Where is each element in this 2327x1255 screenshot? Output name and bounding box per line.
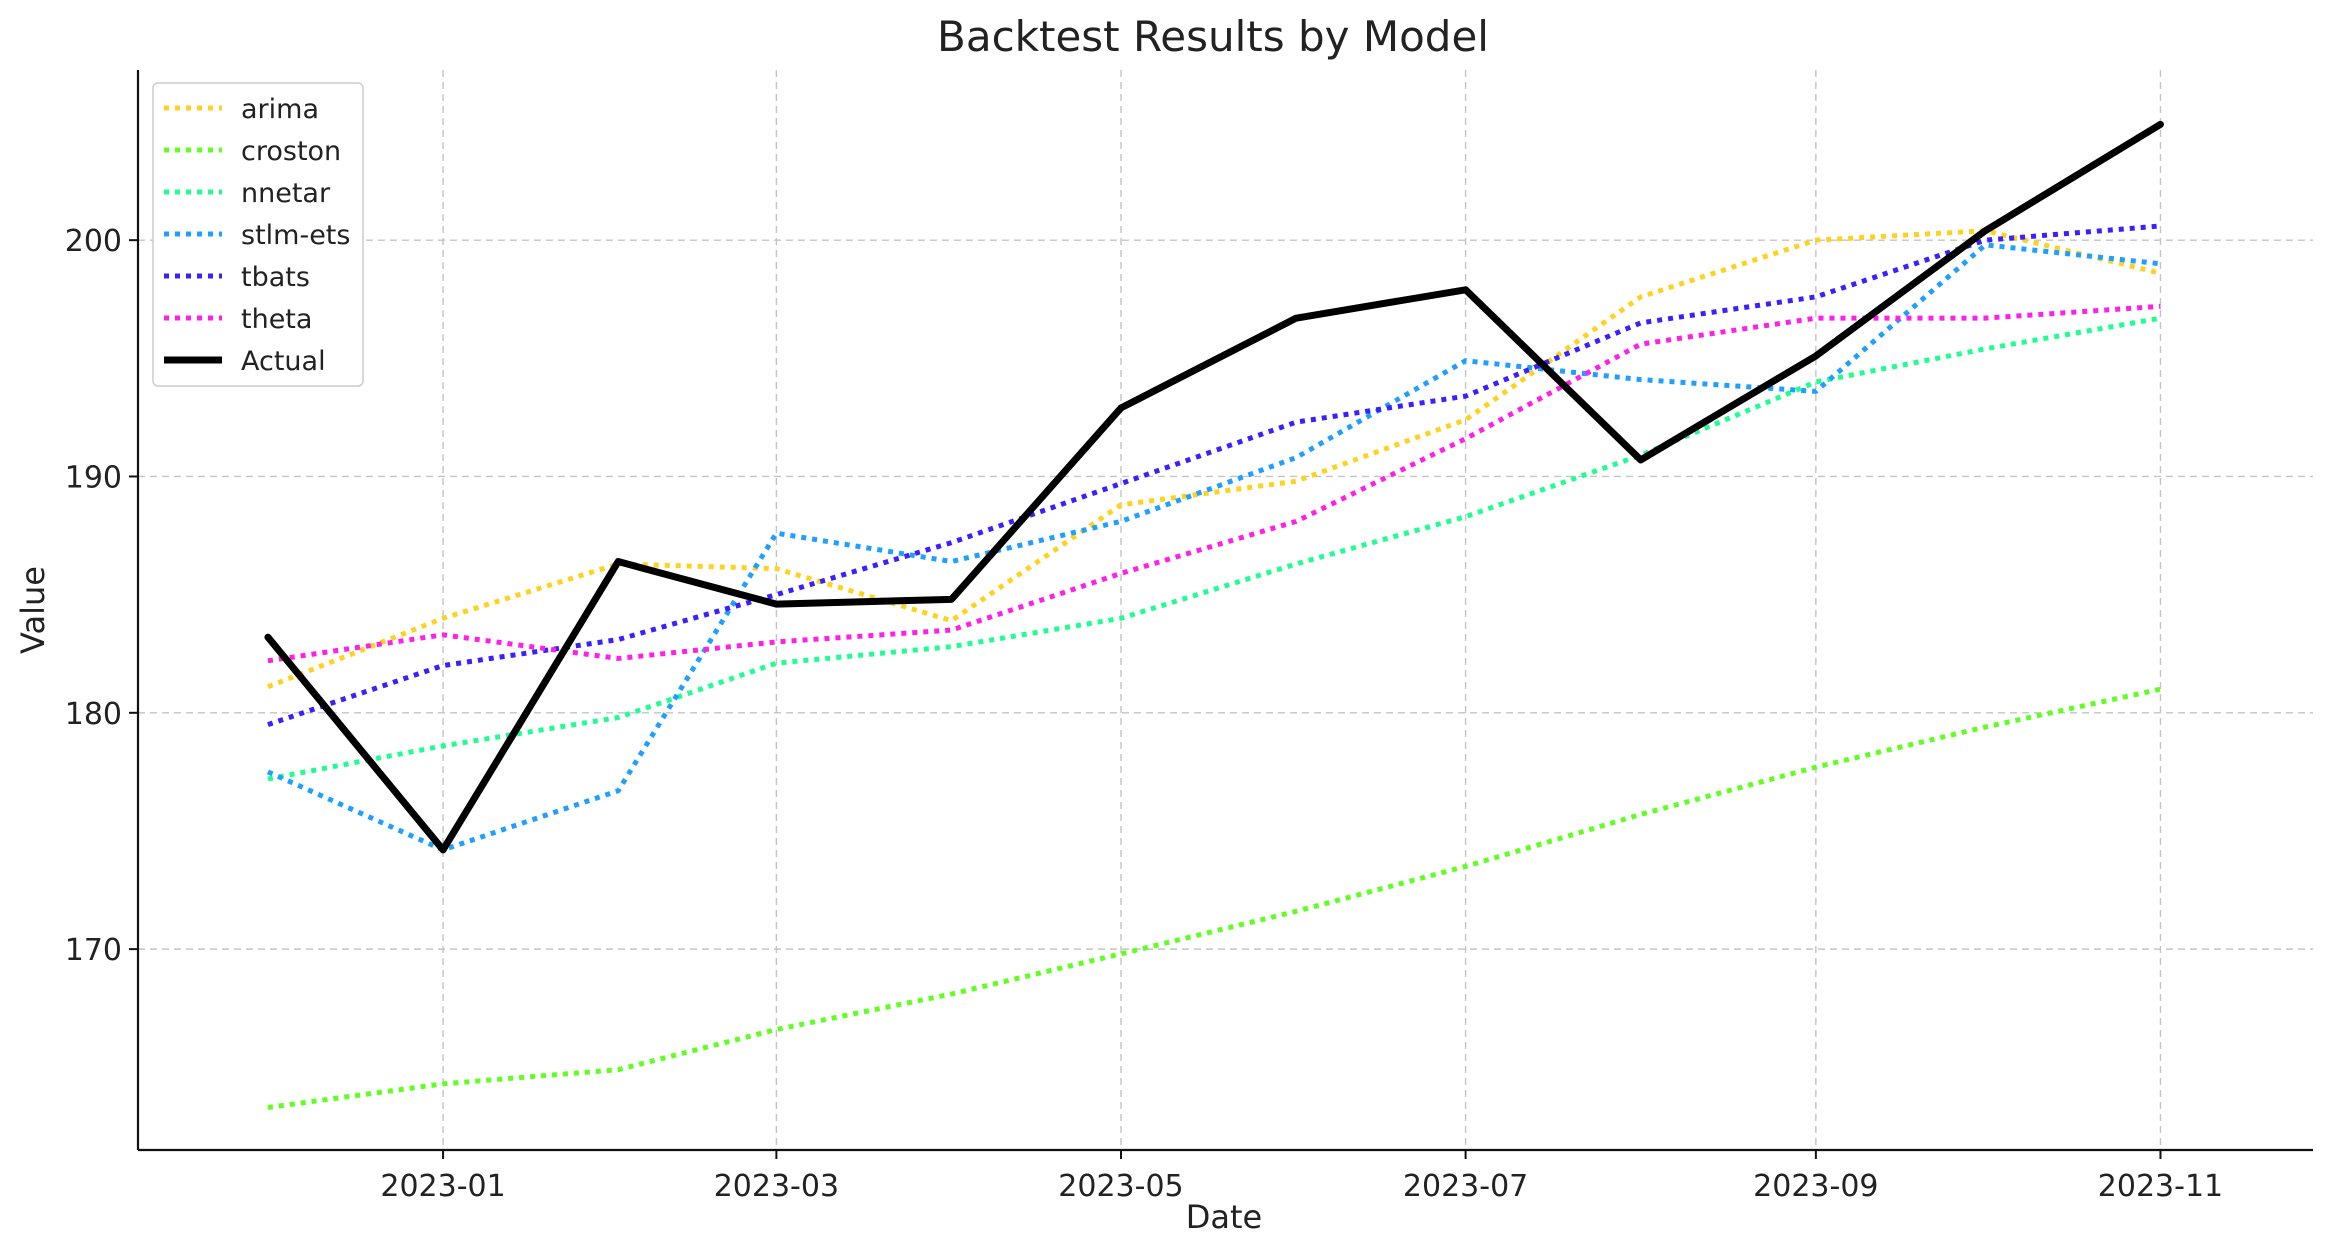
series-line-tbats [267,223,2161,727]
legend-label: arima [241,94,319,125]
x-tick-label: 2023-07 [1403,1169,1528,1204]
series-line-nnetar [267,315,2161,782]
series-line-actual [264,120,2164,854]
axes [136,70,2313,1152]
y-tick-label: 200 [65,224,122,259]
y-tick-label: 180 [65,697,122,732]
series-line-theta [267,303,2161,664]
y-axis-ticks: 170 180 190 200 [65,224,138,968]
series-line-arima [267,228,2162,690]
y-tick-label: 170 [65,933,122,968]
plot-area [264,120,2164,1110]
legend-frame [152,82,364,387]
x-tick-label: 2023-09 [1753,1169,1878,1204]
legend-label: tbats [241,262,310,293]
legend: arima croston nnetar stlm-ets tbats theta Actu… [152,82,364,387]
legend-label: theta [241,304,312,335]
y-axis-label: Value [14,566,52,654]
x-tick-label: 2023-01 [380,1169,505,1204]
legend-label: stlm-ets [241,220,350,251]
y-tick-label: 190 [65,460,122,495]
legend-label: croston [241,136,341,167]
legend-label: nnetar [241,178,331,209]
chart-title: Backtest Results by Model [937,12,1489,61]
series-line-croston [267,686,2161,1110]
grid [138,70,2313,1150]
series-line-stlm-ets [266,242,2161,853]
x-tick-label: 2023-03 [714,1169,839,1204]
x-tick-label: 2023-05 [1058,1169,1183,1204]
legend-label: Actual [241,346,326,377]
x-tick-label: 2023-11 [2098,1169,2223,1204]
x-axis-label: Date [1186,1198,1262,1236]
x-axis-ticks: 2023-01 2023-03 2023-05 2023-07 2023-09 2023-… [380,1150,2223,1204]
